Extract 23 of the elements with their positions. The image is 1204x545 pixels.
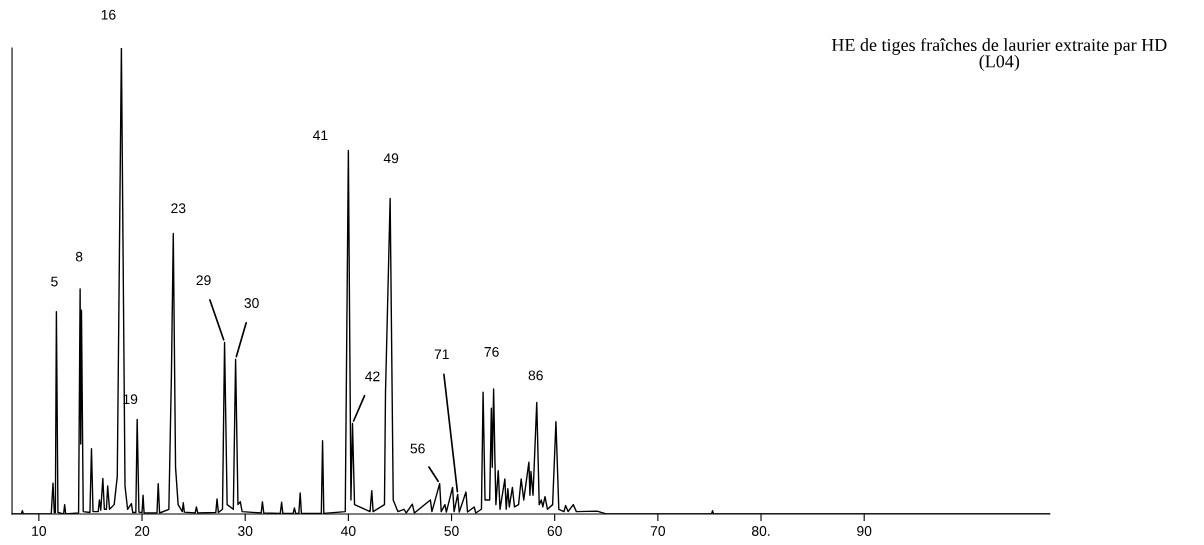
annotation: 41	[312, 130, 328, 141]
annotation: 30	[244, 298, 259, 308]
x-tick-label: 40	[340, 526, 356, 536]
annotation: 86	[528, 370, 543, 381]
x-tick-label: 50	[444, 526, 459, 536]
annotation: 29	[196, 275, 211, 286]
annotation: 16	[101, 9, 116, 20]
chart-title: HE de tiges fraîches de laurier extraite par HD (L04)	[831, 38, 1167, 72]
x-tick-label: 20	[135, 526, 150, 536]
annotation: 49	[383, 153, 399, 164]
annotation: 71	[434, 349, 449, 359]
x-tick-label: 60	[547, 526, 562, 536]
x-tick-label: 70	[650, 526, 666, 536]
x-tick-label: 90	[857, 526, 872, 536]
annotation: 23	[171, 203, 186, 214]
annotation: 42	[365, 371, 380, 382]
annotation: 8	[75, 251, 83, 262]
x-tick-label: 30	[238, 526, 253, 536]
annotation: 76	[484, 346, 499, 357]
annotation: 56	[410, 443, 425, 454]
x-tick-label: 80.	[751, 526, 770, 536]
annotation: 5	[51, 276, 58, 287]
x-tick-label: 10	[32, 526, 47, 536]
